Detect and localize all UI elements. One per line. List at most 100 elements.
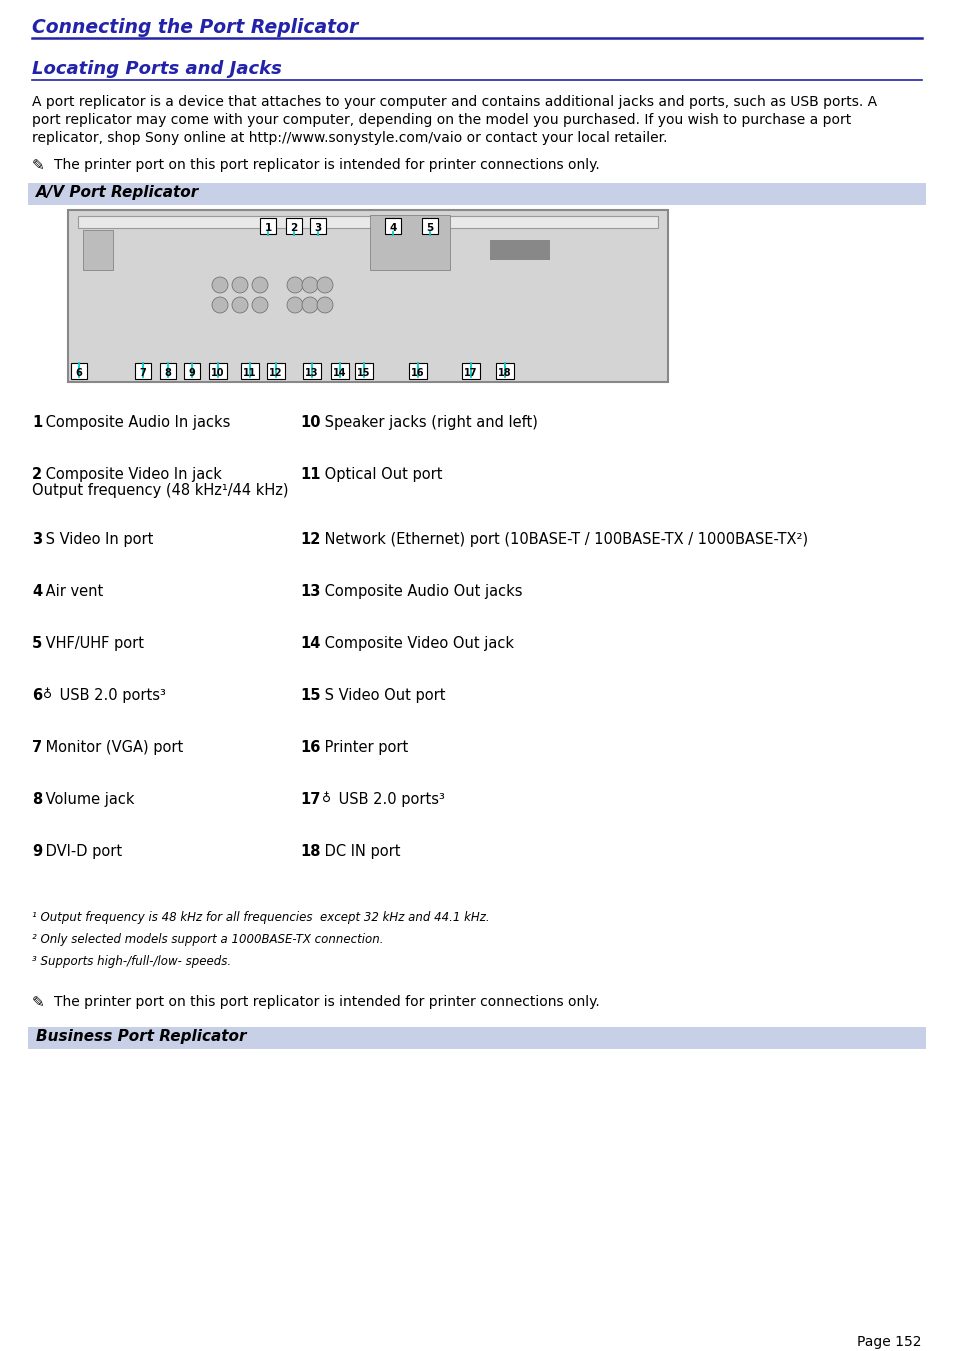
Text: 11: 11	[243, 367, 256, 378]
Text: USB 2.0 ports³: USB 2.0 ports³	[334, 792, 444, 807]
Bar	[331, 363, 349, 380]
Text: The printer port on this port replicator is intended for printer connections onl: The printer port on this port replicator…	[54, 994, 599, 1009]
Text: 13: 13	[299, 584, 320, 598]
Circle shape	[212, 297, 228, 313]
Text: 14: 14	[333, 367, 346, 378]
Text: Composite Video In jack: Composite Video In jack	[41, 467, 222, 482]
Text: ✎: ✎	[32, 994, 45, 1011]
Text: S Video In port: S Video In port	[41, 532, 153, 547]
Text: 12: 12	[269, 367, 282, 378]
Bar	[209, 363, 227, 380]
Bar	[355, 363, 373, 380]
Text: 7: 7	[139, 367, 146, 378]
Bar	[496, 363, 514, 380]
Text: A port replicator is a device that attaches to your computer and contains additi: A port replicator is a device that attac…	[32, 95, 876, 109]
Bar	[286, 218, 302, 234]
Text: VHF/UHF port: VHF/UHF port	[41, 636, 144, 651]
Text: 3: 3	[314, 223, 321, 232]
Circle shape	[287, 277, 303, 293]
Bar	[303, 363, 320, 380]
Circle shape	[232, 277, 248, 293]
Circle shape	[252, 297, 268, 313]
Text: 2: 2	[290, 223, 297, 232]
Text: replicator, shop Sony online at http://www.sonystyle.com/vaio or contact your lo: replicator, shop Sony online at http://w…	[32, 131, 667, 145]
Text: Volume jack: Volume jack	[41, 792, 134, 807]
Text: S Video Out port: S Video Out port	[319, 688, 445, 703]
Bar	[370, 215, 450, 270]
Bar	[135, 363, 151, 380]
Bar	[421, 218, 437, 234]
Text: 10: 10	[211, 367, 225, 378]
Text: ✎: ✎	[32, 158, 45, 173]
Bar	[184, 363, 200, 380]
Bar	[68, 209, 667, 382]
Circle shape	[302, 277, 317, 293]
Text: Speaker jacks (right and left): Speaker jacks (right and left)	[319, 415, 537, 430]
Text: 18: 18	[299, 844, 320, 859]
Text: 17: 17	[299, 792, 320, 807]
Bar	[78, 216, 658, 228]
Text: Composite Video Out jack: Composite Video Out jack	[319, 636, 514, 651]
Text: port replicator may come with your computer, depending on the model you purchase: port replicator may come with your compu…	[32, 113, 850, 127]
Circle shape	[316, 277, 333, 293]
Text: The printer port on this port replicator is intended for printer connections onl: The printer port on this port replicator…	[54, 158, 599, 172]
Bar	[260, 218, 275, 234]
Circle shape	[232, 297, 248, 313]
Text: 17: 17	[464, 367, 477, 378]
Text: Optical Out port: Optical Out port	[319, 467, 442, 482]
Text: USB 2.0 ports³: USB 2.0 ports³	[55, 688, 166, 703]
Bar	[385, 218, 400, 234]
Text: Composite Audio Out jacks: Composite Audio Out jacks	[319, 584, 522, 598]
Text: 3: 3	[32, 532, 42, 547]
Text: 9: 9	[189, 367, 195, 378]
Bar	[461, 363, 479, 380]
Bar	[71, 363, 87, 380]
Text: Monitor (VGA) port: Monitor (VGA) port	[41, 740, 183, 755]
Text: 10: 10	[299, 415, 320, 430]
Text: 8: 8	[32, 792, 42, 807]
Text: Composite Audio In jacks: Composite Audio In jacks	[41, 415, 230, 430]
Circle shape	[212, 277, 228, 293]
Circle shape	[287, 297, 303, 313]
Text: 15: 15	[356, 367, 371, 378]
Circle shape	[302, 297, 317, 313]
Text: Locating Ports and Jacks: Locating Ports and Jacks	[32, 59, 281, 78]
Text: 1: 1	[32, 415, 42, 430]
Bar	[28, 182, 925, 205]
Text: Business Port Replicator: Business Port Replicator	[36, 1029, 246, 1044]
Text: 2: 2	[32, 467, 42, 482]
Bar	[160, 363, 175, 380]
Text: 11: 11	[299, 467, 320, 482]
Text: Connecting the Port Replicator: Connecting the Port Replicator	[32, 18, 358, 36]
Text: 6: 6	[32, 688, 42, 703]
Text: 9: 9	[32, 844, 42, 859]
Circle shape	[252, 277, 268, 293]
Text: Printer port: Printer port	[319, 740, 408, 755]
Text: 13: 13	[305, 367, 318, 378]
Text: ³ Supports high-/full-/low- speeds.: ³ Supports high-/full-/low- speeds.	[32, 955, 231, 969]
Text: 8: 8	[164, 367, 172, 378]
Bar	[241, 363, 258, 380]
Text: 16: 16	[411, 367, 424, 378]
Text: Output frequency (48 kHz¹/44 kHz): Output frequency (48 kHz¹/44 kHz)	[32, 484, 288, 499]
Text: Air vent: Air vent	[41, 584, 103, 598]
Text: 15: 15	[299, 688, 320, 703]
Bar	[409, 363, 427, 380]
Text: DC IN port: DC IN port	[319, 844, 400, 859]
Text: ♁: ♁	[322, 792, 331, 805]
Text: 1: 1	[264, 223, 272, 232]
Bar	[490, 240, 550, 259]
Text: ♁: ♁	[43, 688, 52, 701]
Text: 16: 16	[299, 740, 320, 755]
Text: 18: 18	[497, 367, 511, 378]
Text: 4: 4	[32, 584, 42, 598]
Text: 12: 12	[299, 532, 320, 547]
Text: DVI-D port: DVI-D port	[41, 844, 122, 859]
Bar	[310, 218, 326, 234]
Text: ² Only selected models support a 1000BASE-TX connection.: ² Only selected models support a 1000BAS…	[32, 934, 383, 946]
Text: 5: 5	[32, 636, 42, 651]
Bar	[83, 230, 112, 270]
Text: 7: 7	[32, 740, 42, 755]
Text: ¹ Output frequency is 48 kHz for all frequencies  except 32 kHz and 44.1 kHz.: ¹ Output frequency is 48 kHz for all fre…	[32, 911, 489, 924]
Text: A/V Port Replicator: A/V Port Replicator	[36, 185, 199, 200]
